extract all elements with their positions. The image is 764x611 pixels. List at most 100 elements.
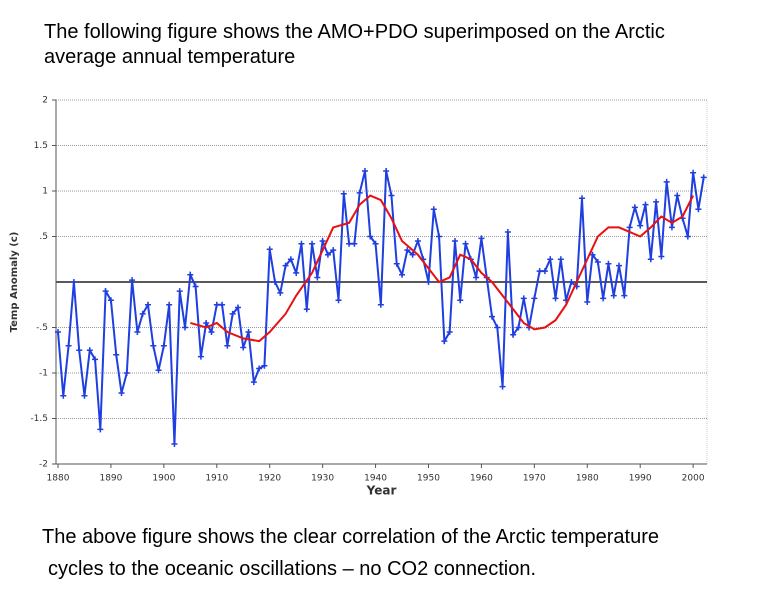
point-marker <box>436 233 443 240</box>
point-marker <box>568 279 575 285</box>
point-marker <box>377 301 384 308</box>
point-marker <box>340 190 347 197</box>
point-marker <box>399 271 406 278</box>
y-tick-label: -1.5 <box>30 414 48 424</box>
x-tick-label: 1970 <box>523 474 546 484</box>
point-marker <box>298 240 305 247</box>
point-marker <box>324 251 331 258</box>
point-marker <box>319 238 326 245</box>
point-marker <box>166 301 173 308</box>
point-marker <box>451 238 458 245</box>
point-marker <box>690 169 697 176</box>
point-marker <box>457 297 464 304</box>
y-tick-label: -.5 <box>36 323 48 333</box>
point-marker <box>277 289 284 296</box>
point-marker <box>287 256 294 263</box>
point-marker <box>361 167 368 174</box>
footer-line: The above figure shows the clear correla… <box>42 526 659 548</box>
point-marker <box>102 288 109 295</box>
point-marker <box>118 390 125 397</box>
point-marker <box>536 268 543 275</box>
point-marker <box>197 353 204 360</box>
point-marker <box>473 274 480 281</box>
point-marker <box>70 279 77 285</box>
point-marker <box>610 292 617 299</box>
x-tick-label: 1950 <box>417 474 440 484</box>
point-marker <box>176 288 183 295</box>
point-marker <box>684 233 691 240</box>
point-marker <box>240 344 247 351</box>
point-marker <box>245 329 252 336</box>
y-tick-label: -1 <box>39 369 48 379</box>
header-line: average annual temperature <box>44 46 296 68</box>
point-marker <box>621 292 628 299</box>
point-marker <box>81 392 88 399</box>
point-marker <box>55 329 61 336</box>
point-marker <box>266 246 273 253</box>
point-marker <box>65 342 72 349</box>
x-tick-label: 2000 <box>682 474 705 484</box>
point-marker <box>282 262 289 269</box>
point-marker <box>134 329 141 336</box>
point-marker <box>589 251 596 258</box>
point-marker <box>229 310 236 317</box>
point-marker <box>674 192 681 199</box>
point-marker <box>224 342 231 349</box>
y-tick-label: 1 <box>42 187 48 197</box>
point-marker <box>213 301 220 308</box>
point-marker <box>663 178 670 185</box>
footer-line: cycles to the oceanic oscillations – no … <box>48 558 537 580</box>
point-marker <box>272 279 278 285</box>
point-marker <box>129 277 136 284</box>
point-marker <box>642 201 649 208</box>
y-tick-label: .5 <box>39 232 48 242</box>
point-marker <box>478 235 485 242</box>
point-marker <box>584 299 591 306</box>
point-marker <box>414 238 421 245</box>
y-tick-label: 1.5 <box>34 141 48 151</box>
point-marker <box>155 367 162 374</box>
x-tick-label: 1880 <box>47 474 70 484</box>
point-marker <box>552 295 559 302</box>
point-marker <box>616 262 623 269</box>
point-marker <box>541 268 548 275</box>
point-marker <box>250 379 257 386</box>
point-marker <box>107 297 114 304</box>
point-marker <box>462 240 469 247</box>
x-tick-label: 1960 <box>470 474 493 484</box>
point-marker <box>489 313 495 320</box>
point-marker <box>700 174 707 181</box>
point-marker <box>547 256 554 263</box>
point-marker <box>171 440 178 447</box>
point-marker <box>409 251 416 258</box>
x-tick-label: 1940 <box>364 474 387 484</box>
point-marker <box>367 233 374 240</box>
point-marker <box>504 228 511 235</box>
point-marker <box>234 304 241 311</box>
point-marker <box>86 347 93 354</box>
point-marker <box>430 206 437 213</box>
point-marker <box>494 324 501 331</box>
point-marker <box>372 240 379 247</box>
point-marker <box>425 279 432 285</box>
series-line <box>190 194 695 343</box>
point-marker <box>626 224 633 231</box>
point-marker <box>187 271 194 278</box>
point-marker <box>594 258 601 265</box>
point-marker <box>653 198 660 205</box>
point-marker <box>668 224 675 231</box>
point-marker <box>303 306 310 313</box>
point-marker <box>557 256 564 263</box>
point-marker <box>144 301 151 308</box>
point-marker <box>192 283 199 290</box>
point-marker <box>499 383 506 390</box>
x-tick-label: 1930 <box>311 474 334 484</box>
point-marker <box>150 342 157 349</box>
point-marker <box>335 297 342 304</box>
point-marker <box>393 260 400 267</box>
point-marker <box>160 342 167 349</box>
point-marker <box>346 240 353 247</box>
x-tick-label: 1980 <box>576 474 599 484</box>
point-marker <box>637 222 644 229</box>
